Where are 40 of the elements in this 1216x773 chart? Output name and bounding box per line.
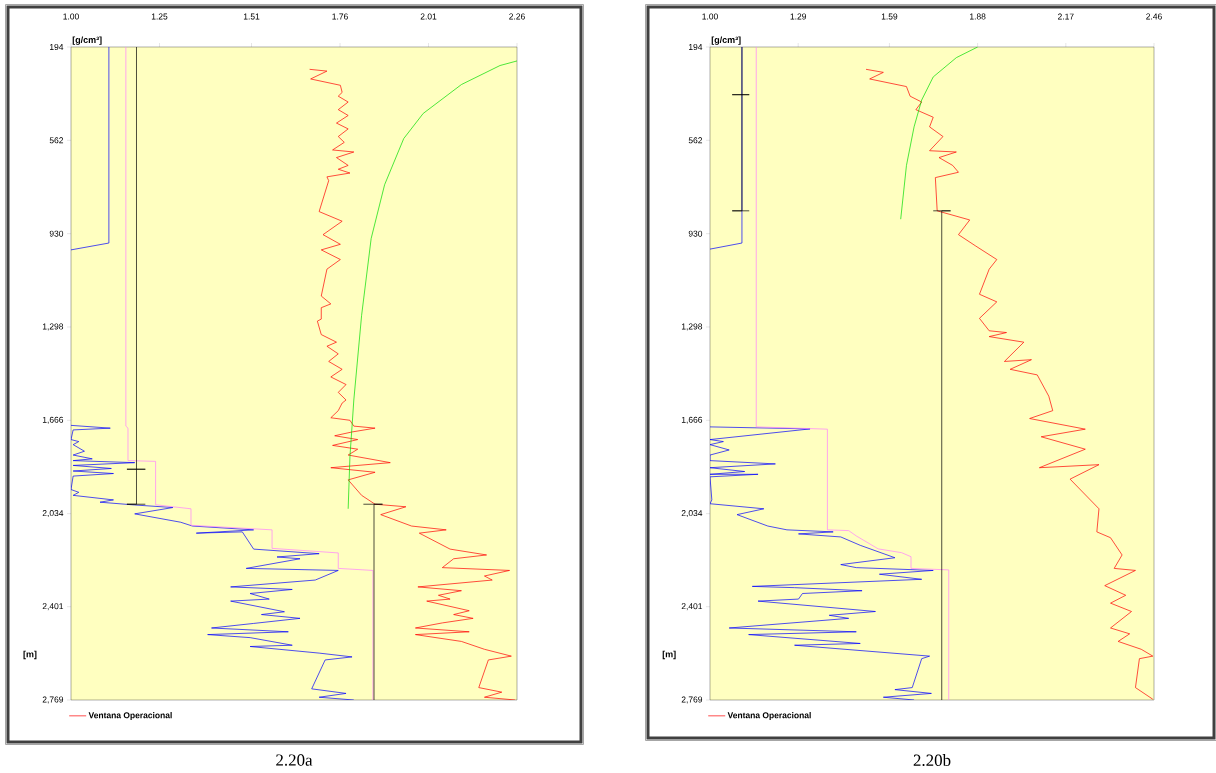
x-tick-label: 1.00 <box>63 13 79 20</box>
y-tick-label: 1,298 <box>42 323 64 331</box>
y-tick-label: 562 <box>49 137 64 144</box>
x-tick-label: 2.26 <box>509 13 525 20</box>
legend-label: Ventana Operacional <box>88 712 172 720</box>
y-tick-label: 562 <box>688 137 703 144</box>
x-tick-label: 2.01 <box>420 13 437 20</box>
x-tick-label: 1.59 <box>881 13 898 20</box>
y-tick-label: 1,666 <box>42 416 64 424</box>
y-tick-label: 930 <box>688 230 703 237</box>
y-tick-label: 194 <box>49 44 64 50</box>
x-tick-label: 1.25 <box>151 13 168 20</box>
y-tick-label: 2,769 <box>42 696 64 704</box>
legend-label: Ventana Operacional <box>727 712 811 720</box>
text: 2.20a <box>276 754 313 766</box>
x-axis-title: [g/cm³] <box>711 36 741 45</box>
y-tick-label: 2,034 <box>42 510 64 518</box>
x-tick-label: 1.51 <box>243 13 260 20</box>
y-tick-label: 2,769 <box>681 696 703 704</box>
y-tick-label: 1,298 <box>681 323 703 331</box>
y-tick-label: 2,401 <box>681 603 703 611</box>
y-axis-title: [m] <box>662 650 676 660</box>
line-series <box>865 68 1154 700</box>
x-tick-label: 1.00 <box>702 13 718 20</box>
line-series <box>309 68 516 701</box>
y-tick-label: 2,034 <box>681 510 703 518</box>
x-tick-label: 1.76 <box>332 13 348 20</box>
y-tick-label: 194 <box>689 44 703 50</box>
y-tick-label: 2,401 <box>42 603 64 611</box>
x-axis-title: [g/cm³] <box>72 36 102 45</box>
x-tick-label: 1.29 <box>790 13 807 20</box>
x-tick-label: 1.88 <box>970 13 986 20</box>
line-series <box>347 60 517 510</box>
line-series <box>900 47 978 220</box>
y-tick-label: 1,666 <box>681 416 703 424</box>
x-tick-label: 2.46 <box>1146 13 1162 20</box>
y-axis-title: [m] <box>23 650 37 660</box>
y-tick-label: 930 <box>49 230 64 237</box>
text: 2.20b <box>913 754 951 767</box>
x-tick-label: 2.17 <box>1058 13 1074 20</box>
